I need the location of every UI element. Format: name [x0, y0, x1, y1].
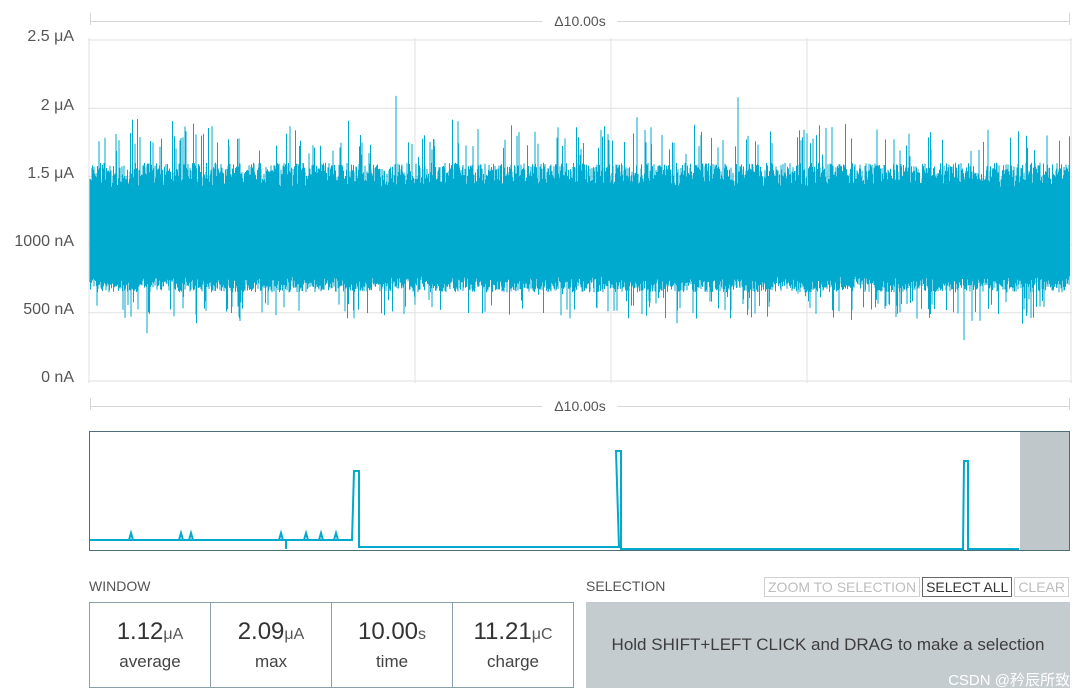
overview-window-handle[interactable] — [1020, 432, 1069, 550]
stat-charge-label: charge — [487, 652, 539, 671]
stat-time-unit: s — [418, 626, 427, 643]
y-tick-label: 2 μA — [40, 97, 74, 114]
stat-charge-value: 11.21 — [473, 618, 532, 645]
select-all-button[interactable]: SELECT ALL — [922, 577, 1013, 597]
stat-time: 10.00s time — [331, 602, 452, 688]
clear-button[interactable]: CLEAR — [1014, 577, 1069, 597]
current-chart[interactable] — [88, 38, 1072, 383]
main-window-delta-label: Δ10.00s — [542, 13, 618, 29]
y-tick-label: 0 nA — [41, 369, 74, 386]
overview-trace — [90, 450, 1019, 550]
stat-max: 2.09μA max — [210, 602, 331, 688]
y-tick-label: 1.5 μA — [27, 165, 74, 182]
stat-average-unit: μA — [163, 626, 184, 643]
stat-time-label: time — [375, 652, 409, 671]
selection-hint: Hold SHIFT+LEFT CLICK and DRAG to make a… — [611, 635, 1045, 654]
y-tick-label: 500 nA — [23, 301, 74, 318]
stat-charge: 11.21μC charge — [452, 602, 574, 688]
main-window-delta-indicator: Δ10.00s — [90, 13, 1070, 29]
stat-charge-unit: μC — [531, 626, 553, 643]
selection-panel: Hold SHIFT+LEFT CLICK and DRAG to make a… — [586, 602, 1070, 688]
overview-chart[interactable] — [89, 431, 1070, 551]
overview-delta-indicator: Δ10.00s — [90, 398, 1070, 414]
stat-average-value: 1.12 — [116, 618, 164, 645]
stat-max-unit: μA — [284, 626, 305, 643]
stat-max-label: max — [254, 652, 288, 671]
stat-max-value: 2.09 — [237, 618, 285, 645]
zoom-to-selection-button[interactable]: ZOOM TO SELECTION — [764, 577, 921, 597]
stat-average-label: average — [119, 652, 181, 671]
stat-time-value: 10.00 — [357, 618, 419, 645]
selection-section-label: SELECTION — [586, 578, 666, 594]
selection-toolbar: ZOOM TO SELECTION SELECT ALL CLEAR — [762, 577, 1069, 597]
window-stats: 1.12μA average 2.09μA max 10.00s time 11… — [89, 602, 574, 688]
window-section-label: WINDOW — [89, 578, 151, 594]
current-trace — [89, 95, 1070, 341]
watermark: CSDN @矜辰所致 — [948, 672, 1070, 689]
y-tick-label: 1000 nA — [14, 233, 74, 250]
overview-delta-label: Δ10.00s — [542, 398, 618, 414]
y-tick-label: 2.5 μA — [27, 28, 74, 45]
stat-average: 1.12μA average — [89, 602, 210, 688]
